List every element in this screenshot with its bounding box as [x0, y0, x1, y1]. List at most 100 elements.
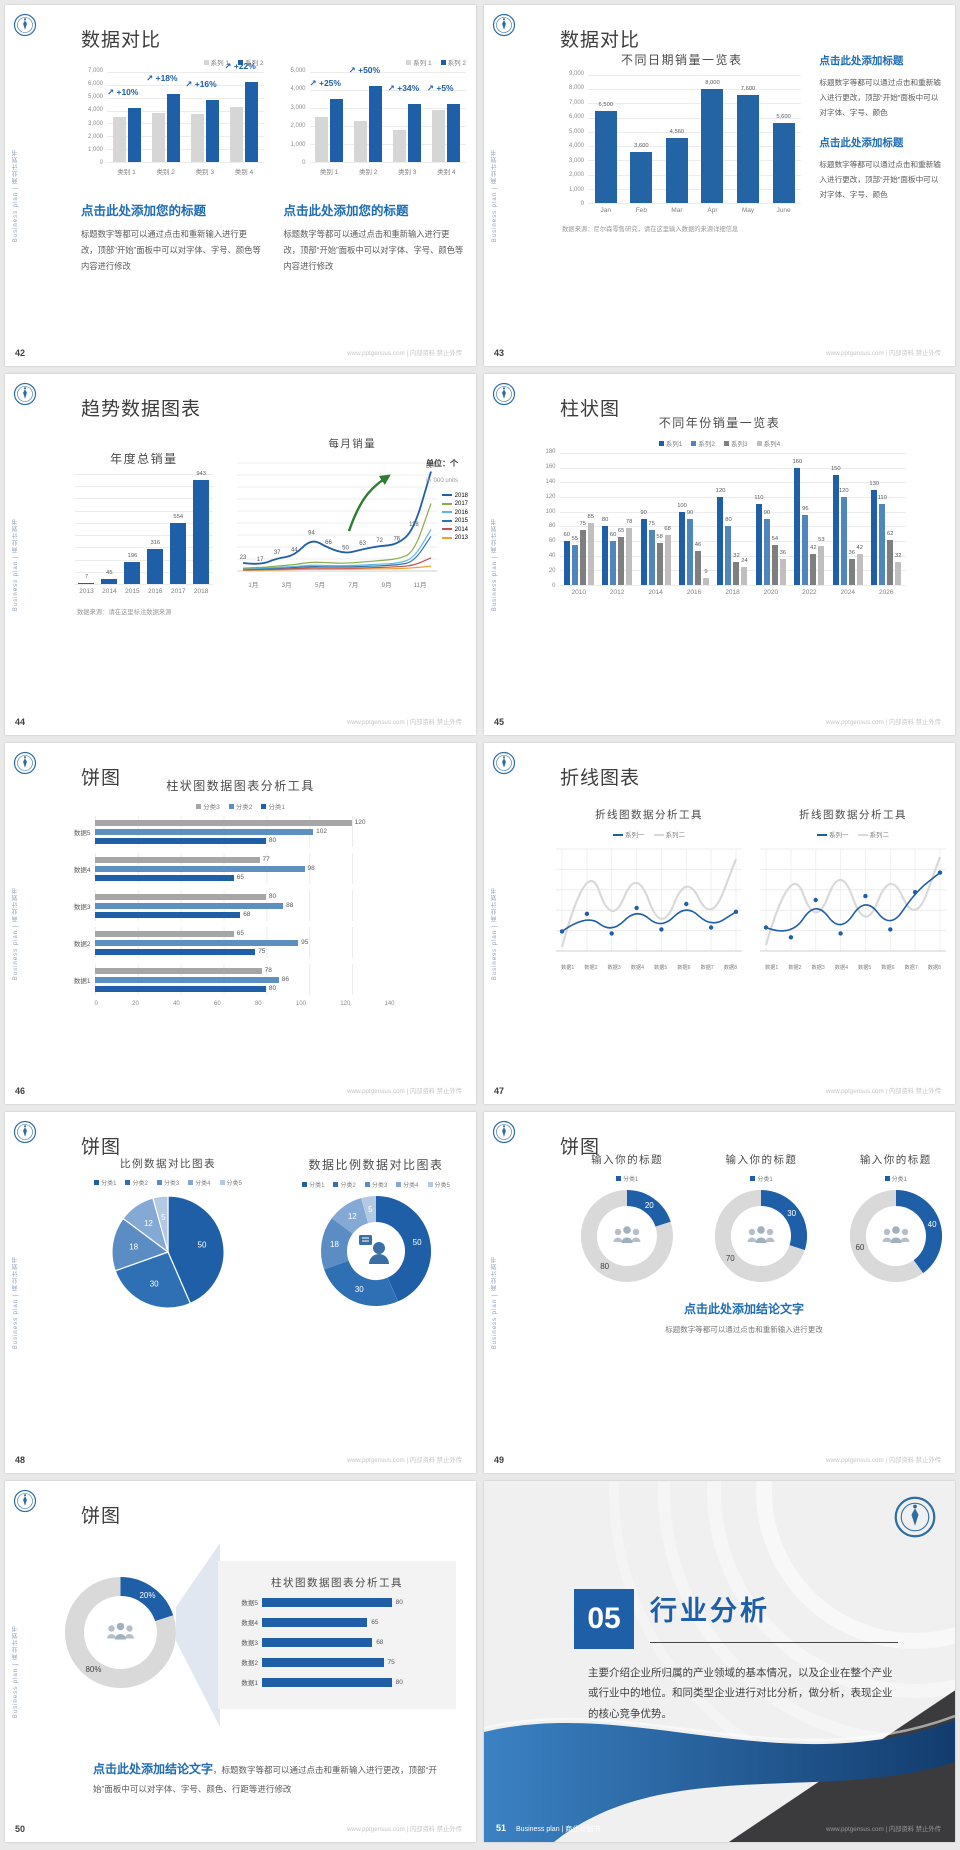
- page-number: 44: [15, 717, 26, 727]
- slide-49: Business plan | 商业计划书 饼图 输入你的标题 分类1 20 80 输…: [484, 1112, 955, 1473]
- donut-chart-proportion: 数据比例数据对比图表 分类1 分类2 分类3 分类4 分类5 50 30 18 12 5: [285, 1156, 467, 1312]
- text-column: 点击此处添加标题 标题数字等都可以通过点击和重新输入进行更改，顶部“开始”面板中…: [819, 51, 941, 233]
- svg-text:37: 37: [273, 550, 280, 556]
- pie-chart-proportion: 比例数据对比图表 分类1 分类2 分类3 分类4 分类5 50 30 18 12 5: [77, 1156, 259, 1312]
- svg-text:30: 30: [150, 1279, 159, 1288]
- sidebar-vertical-text: Business plan | 商业计划书: [13, 1625, 19, 1719]
- page-number: 45: [494, 717, 505, 727]
- svg-text:76: 76: [393, 537, 400, 543]
- text-block: 点击此处添加您的标题 标题数字等都可以通过点击和重新输入进行更改，顶部“开始”面…: [284, 200, 467, 275]
- unit-note: 单位：个 in '000 units: [426, 458, 458, 487]
- block-heading: 点击此处添加您的标题: [81, 204, 207, 218]
- conclusion-paragraph: 点击此处添加结论文字，标题数字等都可以通过点击和重新输入进行更改，顶部“开始”面…: [93, 1757, 452, 1798]
- unit-label: 单位：个: [426, 459, 458, 468]
- block-heading: 点击此处添加您的标题: [283, 204, 409, 218]
- slide-title: 饼图: [560, 1137, 601, 1158]
- svg-text:70: 70: [726, 1254, 735, 1263]
- conclusion-heading: 点击此处添加结论文字: [683, 1302, 804, 1316]
- text-block: 点击此处添加标题 标题数字等都可以通过点击和重新输入进行更改，顶部“开始”面板中…: [819, 53, 941, 121]
- page-number: 42: [15, 348, 26, 358]
- sidebar-vertical-text: Business plan | 商业计划书: [492, 1256, 498, 1350]
- sidebar-vertical-text: Business plan | 商业计划书: [13, 887, 19, 981]
- block-body: 标题数字等都可以通过点击和重新输入进行更改，顶部“开始”面板中可以对字体、字号、…: [81, 229, 261, 272]
- svg-text:20%: 20%: [139, 1591, 155, 1600]
- svg-text:80%: 80%: [85, 1665, 101, 1674]
- donut-chart-80-20: 20% 80%: [63, 1575, 178, 1695]
- title-underline: [650, 1642, 898, 1643]
- conclusion-rest: ，标题数字等都可以通过点击和重新输入进行更改，顶部“开始”面板中可以对字体、字号…: [93, 1765, 437, 1794]
- svg-text:50: 50: [413, 1238, 422, 1247]
- footer-url: www.pptgensus.com | 内部资料 禁止外传: [346, 1826, 462, 1833]
- slide-46: Business plan | 商业计划书 饼图 柱状图数据图表分析工具 分类3 分…: [5, 743, 476, 1104]
- logo-seal-icon: [13, 751, 37, 775]
- svg-text:72: 72: [376, 538, 383, 544]
- svg-text:60: 60: [855, 1243, 864, 1252]
- line-chart-analysis-1: 折线图数据分析工具 系列一 系列二 数据1 数据2 数据3 数据4 数据5 数据6 数据7 数据8: [556, 809, 742, 971]
- section-title: 行业分析: [650, 1596, 770, 1626]
- sidebar-vertical-text: Business plan | 商业计划书: [492, 518, 498, 612]
- svg-text:18: 18: [129, 1242, 138, 1251]
- svg-text:17: 17: [256, 557, 263, 563]
- page-number: 48: [15, 1455, 26, 1465]
- slide-44: Business plan | 商业计划书 趋势数据图表 单位：个 in '00…: [5, 374, 476, 735]
- footer-url: www.pptgensus.com | 内部资料 禁止外传: [825, 1088, 941, 1095]
- slide-45: Business plan | 商业计划书 柱状图 不同年份销量一览表 系列1 系列…: [484, 374, 955, 735]
- logo-seal-icon: [492, 1120, 516, 1144]
- block-body: 标题数字等都可以通过点击和重新输入进行更改，顶部“开始”面板中可以对字体、字号、…: [819, 78, 941, 118]
- footer-url: www.pptgensus.com | 内部资料 禁止外传: [346, 350, 462, 357]
- logo-seal-icon: [13, 13, 37, 37]
- logo-seal-icon: [893, 1495, 937, 1539]
- chart-column-right: 系列 1 系列 2 5,000 4,000 3,000 2,000 1,000 0 ↗ +25%…: [284, 57, 467, 275]
- slide-50: Business plan | 商业计划书 饼图 20% 80% 柱状图数据图表分…: [5, 1481, 476, 1842]
- unit-sublabel: in '000 units: [426, 478, 458, 484]
- blue-wave-decoration: [484, 1714, 955, 1842]
- slide-43: Business plan | 商业计划书 数据对比 不同日期销量一览表 9,00…: [484, 5, 955, 366]
- page-number: 50: [15, 1824, 26, 1834]
- section-number-box: 05: [574, 1589, 634, 1649]
- chart-column: 不同日期销量一览表 9,000 8,000 7,000 6,000 5,000 4,000 3…: [562, 51, 802, 233]
- footer-url: www.pptgensus.com | 内部资料 禁止外传: [346, 1457, 462, 1464]
- donut-chart-3: 输入你的标题 分类1 40 60: [837, 1152, 955, 1284]
- logo-seal-icon: [492, 382, 516, 406]
- page-number: 47: [494, 1086, 505, 1096]
- data-source-note: 数据来源：请在这里标注数据来源: [77, 609, 172, 616]
- bar-chart-series-comparison-1: 系列 1 系列 2 7,000 6,000 5,000 4,000 3,000 2,000 1,…: [87, 60, 264, 176]
- bar-chart-daily-sales: 不同日期销量一览表 9,000 8,000 7,000 6,000 5,000 4,000 3…: [562, 51, 802, 214]
- footer-caption: Business plan | 商业计划书: [516, 1826, 601, 1833]
- donut-chart-1: 输入你的标题 分类1 20 80: [568, 1152, 686, 1284]
- svg-text:30: 30: [355, 1285, 364, 1294]
- line-chart-monthly-sales: 每月销量 23 17 37 44 94 66 50 63 72 76 118 287 2018 2017 20…: [236, 438, 468, 589]
- svg-text:44: 44: [291, 548, 298, 554]
- logo-seal-icon: [492, 13, 516, 37]
- block-heading: 点击此处添加标题: [819, 55, 904, 67]
- slide-title: 折线图表: [560, 768, 641, 789]
- svg-text:66: 66: [325, 540, 332, 546]
- slide-title: 数据对比: [560, 30, 641, 51]
- data-source-note: 数据来源：尼尔森零售研究，请在这里输入数据的来源详细信息: [562, 226, 739, 233]
- page-number: 49: [494, 1455, 505, 1465]
- footer-url: www.pptgensus.com | 内部资料 禁止外传: [825, 719, 941, 726]
- horizontal-bar-chart-analysis: 柱状图数据图表分析工具 分类3 分类2 分类1 数据5 120 102 80 数据4 77 98 65…: [73, 779, 395, 1007]
- bar-list-panel: 柱状图数据图表分析工具 数据5 80 数据4 65 数据3 68 数据2 75 数据1 80: [218, 1561, 456, 1709]
- svg-text:18: 18: [330, 1240, 339, 1249]
- block-body: 标题数字等都可以通过点击和重新输入进行更改，顶部“开始”面板中可以对字体、字号、…: [819, 159, 941, 199]
- sidebar-vertical-text: Business plan | 商业计划书: [13, 149, 19, 243]
- svg-text:50: 50: [342, 546, 349, 552]
- svg-text:50: 50: [198, 1240, 207, 1249]
- svg-text:5: 5: [161, 1213, 166, 1222]
- slide-title: 数据对比: [81, 30, 162, 51]
- conclusion-block: 点击此处添加结论文字 标题数字等都可以通过点击和重新输入进行更改: [554, 1300, 934, 1335]
- slide-title: 柱状图: [560, 399, 621, 420]
- footer-url: www.pptgensus.com | 内部资料 禁止外传: [825, 350, 941, 357]
- page-number: 51: [496, 1823, 507, 1833]
- footer-url: www.pptgensus.com | 内部资料 禁止外传: [346, 1088, 462, 1095]
- sidebar-vertical-text: Business plan | 商业计划书: [13, 1256, 19, 1350]
- logo-seal-icon: [13, 382, 37, 406]
- logo-seal-icon: [13, 1120, 37, 1144]
- chart-column-left: 系列 1 系列 2 7,000 6,000 5,000 4,000 3,000 2,000 1,…: [81, 57, 264, 275]
- slide-footer-bar: 51 Business plan | 商业计划书: [496, 1823, 600, 1834]
- footer-url: www.pptgensus.com | 内部资料 禁止外传: [825, 1826, 941, 1833]
- footer-url: www.pptgensus.com | 内部资料 禁止外传: [346, 719, 462, 726]
- svg-text:12: 12: [348, 1212, 357, 1221]
